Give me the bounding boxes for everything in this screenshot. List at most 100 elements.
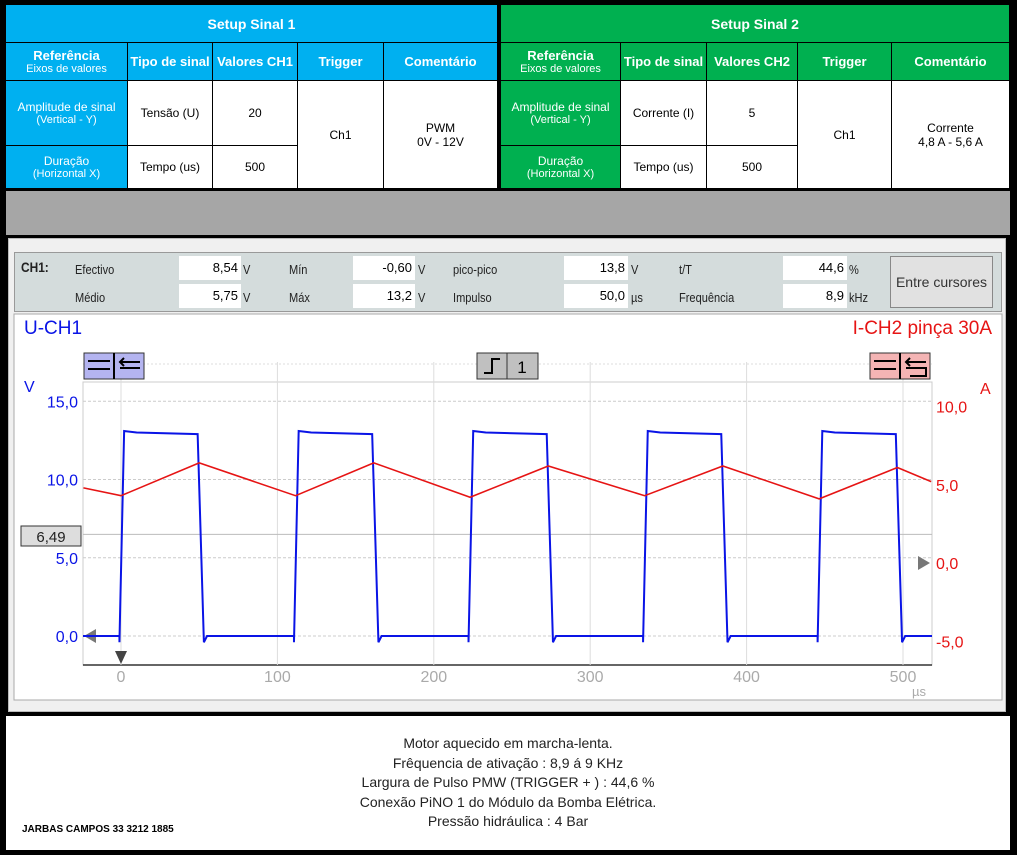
c2: 4,8 A - 5,6 A: [918, 134, 983, 149]
ch1-waveform: [83, 429, 932, 643]
c1: PWM: [425, 120, 456, 135]
unit: V: [243, 262, 251, 277]
unit: V: [631, 262, 639, 277]
channel-label: CH1:: [21, 259, 49, 275]
unit: V: [418, 262, 426, 277]
x-tick-label: 200: [420, 669, 447, 686]
unit: kHz: [849, 290, 869, 305]
notes-panel: Motor aquecido em marcha-lenta. Frêquenci…: [6, 716, 1010, 850]
efectivo-value: 8,54: [179, 256, 241, 280]
min-label: Mín: [289, 262, 308, 277]
freq-label: Frequência: [679, 290, 735, 305]
y-left-label: V: [24, 379, 35, 396]
pp-value: 13,8: [564, 256, 628, 280]
y-right-tick-label: -5,0: [936, 634, 964, 651]
label: Amplitude de sinal: [511, 100, 610, 114]
setup1-trigger: Ch1: [297, 80, 384, 189]
ref-label: Referência: [33, 48, 100, 63]
unit: V: [243, 290, 251, 305]
sub: (Horizontal X): [526, 168, 595, 180]
setup1-row2-label: Duração (Horizontal X): [5, 145, 128, 189]
cursor-value-box: [20, 525, 82, 547]
tT-label: t/T: [679, 262, 692, 277]
y-left-tick-label: 15,0: [47, 394, 78, 411]
setup1-col-val: Valores CH1: [212, 42, 298, 81]
max-label: Máx: [289, 290, 310, 305]
x-unit-label: µs: [912, 684, 926, 699]
cursor-value: 6,49: [36, 529, 65, 546]
setup1-row1-label: Amplitude de sinal (Vertical - Y): [5, 80, 128, 146]
note-line: Largura de Pulso PMW (TRIGGER + ) : 44,6…: [361, 774, 655, 790]
entre-cursores-button[interactable]: Entre cursores: [890, 256, 993, 308]
tT-value: 44,6: [783, 256, 847, 280]
c2: 0V - 12V: [417, 134, 464, 149]
setup2-col-com: Comentário: [891, 42, 1010, 81]
label: Amplitude de sinal: [17, 100, 116, 114]
trigger-edge-glyph: [484, 358, 500, 374]
signature: JARBAS CAMPOS 33 3212 1885: [22, 824, 174, 835]
ch1-scale-glyph: [88, 353, 140, 379]
ch2-waveform: [83, 461, 932, 500]
setup1-title: Setup Sinal 1: [5, 4, 498, 43]
medio-value: 5,75: [179, 284, 241, 308]
setup2-row1-tipo: Corrente (I): [620, 80, 707, 146]
y-left-tick-label: 5,0: [56, 551, 78, 568]
trigger-channel: 1: [517, 358, 526, 377]
x-tick-label: 300: [577, 669, 604, 686]
unit: V: [418, 290, 426, 305]
ref-label: Referência: [527, 48, 594, 63]
setup2-col-val: Valores CH2: [706, 42, 798, 81]
setup2-col-trig: Trigger: [797, 42, 892, 81]
setup1-col-trig: Trigger: [297, 42, 384, 81]
y-left-tick-label: 10,0: [47, 473, 78, 490]
setup2-row2-label: Duração (Horizontal X): [500, 145, 621, 189]
sub: (Vertical - Y): [530, 114, 591, 126]
setup1-col-ref: Referência Eixos de valores: [5, 42, 128, 81]
setup2-title: Setup Sinal 2: [500, 4, 1010, 43]
note-line: Motor aquecido em marcha-lenta.: [403, 735, 613, 751]
y-right-tick-label: 10,0: [936, 400, 967, 417]
note-line: Pressão hidráulica : 4 Bar: [427, 813, 589, 829]
label: Duração: [43, 154, 90, 168]
y-right-label: A: [980, 381, 991, 398]
setup2-row1-label: Amplitude de sinal (Vertical - Y): [500, 80, 621, 146]
measurement-bar: CH1: Efectivo 8,54 V Médio 5,75 V Mín -0…: [14, 252, 1002, 312]
impulso-value: 50,0: [564, 284, 628, 308]
max-value: 13,2: [353, 284, 415, 308]
efectivo-label: Efectivo: [75, 262, 115, 277]
ref-sub: Eixos de valores: [520, 63, 601, 75]
setup1-col-com: Comentário: [383, 42, 498, 81]
setup1-row1-val: 20: [212, 80, 298, 146]
setup2-row2-tipo: Tempo (us): [620, 145, 707, 189]
sub: (Horizontal X): [32, 168, 101, 180]
sub: (Vertical - Y): [36, 114, 97, 126]
setup2-row2-val: 500: [706, 145, 798, 189]
c1: Corrente: [927, 120, 974, 135]
freq-value: 8,9: [783, 284, 847, 308]
unit: %: [849, 262, 859, 277]
ch2-scale-glyph: [874, 353, 927, 379]
y-right-tick-label: 0,0: [936, 556, 958, 573]
unit: µs: [631, 290, 643, 305]
ch2-zero-marker-icon: [918, 556, 930, 570]
setup2-trigger: Ch1: [797, 80, 892, 189]
ref-sub: Eixos de valores: [26, 63, 107, 75]
x-tick-label: 100: [264, 669, 291, 686]
y-left-tick-label: 0,0: [56, 629, 78, 646]
ch2-title: I-CH2 pinça 30A: [853, 318, 993, 339]
medio-label: Médio: [75, 290, 106, 305]
note-line: Conexão PiNO 1 do Módulo da Bomba Elétri…: [359, 793, 657, 810]
impulso-label: Impulso: [453, 290, 492, 305]
x-tick-label: 400: [733, 669, 760, 686]
x-tick-label: 500: [890, 669, 917, 686]
separator-band: [6, 191, 1010, 235]
setup1-comment: PWM 0V - 12V: [383, 80, 498, 189]
setup1-row2-tipo: Tempo (us): [127, 145, 213, 189]
trigger-position-marker-icon: [115, 651, 127, 664]
pp-label: pico-pico: [453, 262, 498, 277]
ch1-title: U-CH1: [24, 318, 82, 339]
setup1-row1-tipo: Tensão (U): [127, 80, 213, 146]
min-value: -0,60: [353, 256, 415, 280]
label: Duração: [537, 154, 584, 168]
